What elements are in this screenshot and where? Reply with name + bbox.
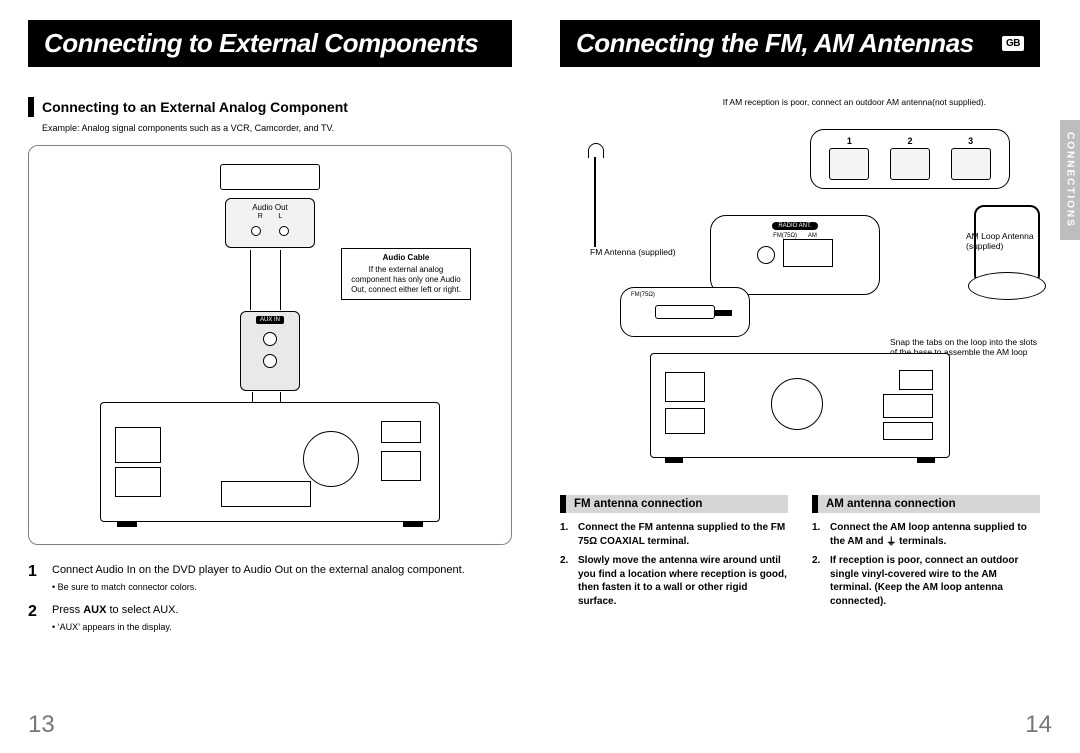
- step-item: 1 Connect Audio In on the DVD player to …: [28, 563, 512, 593]
- subhead-text: Connecting to an External Analog Compone…: [42, 97, 348, 117]
- audio-out-panel: Audio Out R L: [225, 198, 315, 248]
- foot-icon: [917, 457, 935, 463]
- aux-in-panel: AUX IN: [240, 311, 300, 391]
- radio-ant-label: RADIO ANT.: [772, 222, 817, 230]
- antenna-instructions: FM antenna connection 1. Connect the FM …: [560, 495, 1040, 614]
- assembly-step-icon: [951, 148, 991, 180]
- item-number: 1.: [560, 521, 572, 548]
- channel-l: L: [278, 213, 282, 220]
- leader-line: [250, 250, 251, 310]
- am-column: AM antenna connection 1. Connect the AM …: [812, 495, 1040, 614]
- subhead-accent: [28, 97, 34, 117]
- page-number-right: 14: [1025, 711, 1052, 739]
- title-left: Connecting to External Components: [44, 28, 478, 59]
- assembly-step-num: 3: [968, 136, 973, 146]
- wiring-diagram-right: If AM reception is poor, connect an outd…: [560, 97, 1040, 477]
- assembly-step-num: 2: [907, 136, 912, 146]
- rca-jack-icon: [263, 332, 277, 346]
- connector-block-icon: [381, 451, 421, 481]
- step-text-prefix: Press: [52, 604, 83, 616]
- connector-block-icon: [883, 394, 933, 418]
- connector-block-icon: [221, 481, 311, 507]
- page-left: Connecting to External Components Connec…: [0, 0, 540, 753]
- fan-icon: [303, 431, 359, 487]
- fm-column: FM antenna connection 1. Connect the FM …: [560, 495, 788, 614]
- assembly-step-icon: [890, 148, 930, 180]
- am-heading: AM antenna connection: [812, 495, 1040, 513]
- language-badge: GB: [1002, 36, 1024, 51]
- item-number: 1.: [812, 521, 824, 548]
- rear-panel-illustration: [100, 402, 440, 522]
- audio-out-label: Audio Out: [252, 203, 288, 212]
- page-number-left: 13: [28, 711, 55, 739]
- fm-plug-callout: FM(75Ω): [620, 287, 750, 337]
- cable-callout-title: Audio Cable: [348, 253, 464, 263]
- assembly-step-icon: [829, 148, 869, 180]
- rca-jack-icon: [263, 354, 277, 368]
- item-number: 2.: [560, 554, 572, 608]
- list-item: 1. Connect the AM loop antenna supplied …: [812, 521, 1040, 548]
- item-text: If reception is poor, connect an outdoor…: [830, 554, 1040, 608]
- coax-jack-icon: [757, 246, 775, 264]
- steps-list-left: 1 Connect Audio In on the DVD player to …: [28, 563, 512, 633]
- step-text: Connect Audio In on the DVD player to Au…: [52, 564, 465, 576]
- aux-in-label: AUX IN: [256, 316, 284, 324]
- foot-icon: [403, 521, 423, 527]
- channel-r: R: [258, 213, 263, 220]
- step-subtext: Be sure to match connector colors.: [52, 581, 512, 593]
- fm-heading: FM antenna connection: [560, 495, 788, 513]
- item-text: Connect the AM loop antenna supplied to …: [830, 521, 1040, 548]
- fan-icon: [771, 378, 823, 430]
- step-number: 1: [28, 563, 42, 593]
- am-loop-label: AM Loop Antenna (supplied): [966, 231, 1046, 251]
- connector-block-icon: [899, 370, 933, 390]
- connector-block-icon: [115, 427, 161, 463]
- title-bar-left: Connecting to External Components: [28, 20, 512, 67]
- rca-jack-icon: [251, 226, 261, 236]
- step-number: 2: [28, 603, 42, 633]
- connector-block-icon: [665, 372, 705, 402]
- item-text: Connect the FM antenna supplied to the F…: [578, 521, 788, 548]
- am-outdoor-note: If AM reception is poor, connect an outd…: [723, 97, 986, 107]
- page-right: Connecting the FM, AM Antennas GB CONNEC…: [540, 0, 1080, 753]
- rear-panel-illustration: [650, 353, 950, 458]
- assembly-step-num: 1: [847, 136, 852, 146]
- step-subtext: ‘AUX’ appears in the display.: [52, 621, 512, 633]
- leader-line: [280, 250, 281, 310]
- step-text-suffix: to select AUX.: [106, 604, 178, 616]
- list-item: 1. Connect the FM antenna supplied to th…: [560, 521, 788, 548]
- rca-jack-icon: [279, 226, 289, 236]
- section-tab: CONNECTIONS: [1060, 120, 1080, 240]
- ground-icon: ⏚: [886, 536, 896, 550]
- fm-wire-icon: [594, 157, 596, 247]
- wiring-diagram-left: Audio Out R L Audio Cable If the externa…: [28, 145, 512, 545]
- fm-supplied-label: FM Antenna (supplied): [590, 247, 676, 257]
- am-loop-antenna-icon: [968, 205, 1046, 300]
- example-text: Example: Analog signal components such a…: [42, 123, 512, 133]
- vcr-outline-icon: [220, 164, 320, 190]
- item-number: 2.: [812, 554, 824, 608]
- spring-terminal-icon: [783, 239, 833, 267]
- connector-block-icon: [883, 422, 933, 440]
- step-item: 2 Press AUX to select AUX. ‘AUX’ appears…: [28, 603, 512, 633]
- coax-plug-icon: [655, 305, 715, 319]
- subheading-left: Connecting to an External Analog Compone…: [28, 97, 512, 117]
- cable-callout-body: If the external analog component has onl…: [348, 265, 464, 295]
- audio-cable-callout: Audio Cable If the external analog compo…: [341, 248, 471, 300]
- connector-block-icon: [665, 408, 705, 434]
- connector-block-icon: [115, 467, 161, 497]
- title-bar-right: Connecting the FM, AM Antennas GB: [560, 20, 1040, 67]
- step-text-bold: AUX: [83, 604, 106, 616]
- item-text: Slowly move the antenna wire around unti…: [578, 554, 788, 608]
- radio-antenna-terminal-callout: RADIO ANT. FM(75Ω) AM: [710, 215, 880, 295]
- connector-block-icon: [381, 421, 421, 443]
- foot-icon: [117, 521, 137, 527]
- list-item: 2. If reception is poor, connect an outd…: [812, 554, 1040, 608]
- foot-icon: [665, 457, 683, 463]
- title-right: Connecting the FM, AM Antennas: [576, 28, 974, 59]
- fm-plug-label: FM(75Ω): [631, 292, 655, 298]
- list-item: 2. Slowly move the antenna wire around u…: [560, 554, 788, 608]
- assembly-steps-callout: 1 2 3: [810, 129, 1010, 189]
